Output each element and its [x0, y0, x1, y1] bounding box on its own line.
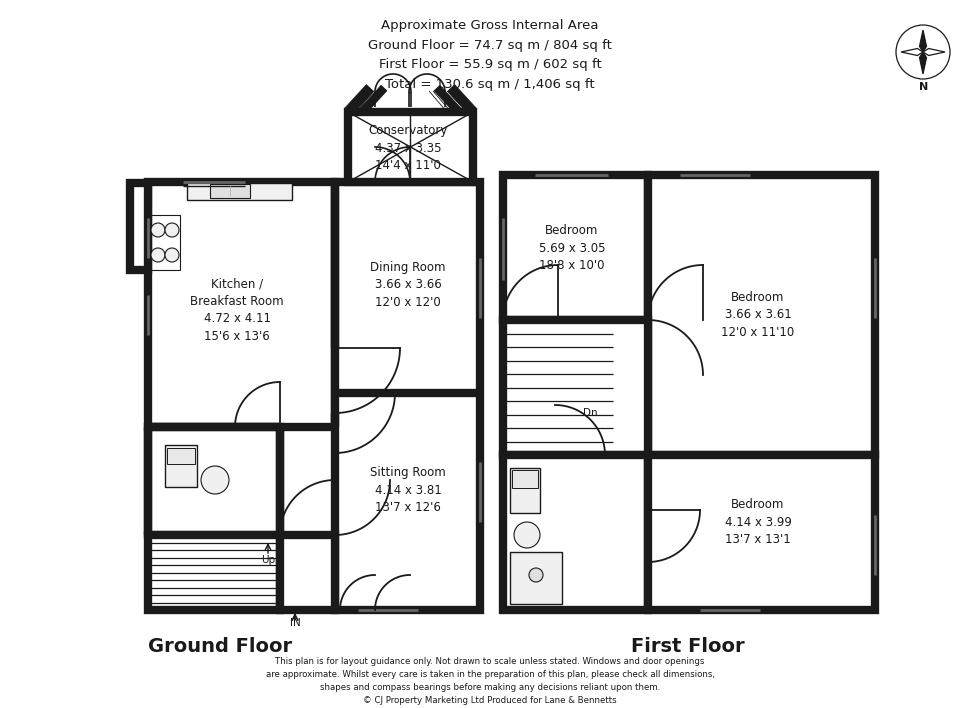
Text: First Floor: First Floor	[631, 637, 745, 656]
Circle shape	[165, 248, 179, 262]
Circle shape	[151, 248, 165, 262]
Bar	[348, 112, 473, 182]
Bar	[510, 552, 562, 604]
Polygon shape	[901, 49, 923, 55]
Text: Kitchen /
Breakfast Room
4.72 x 4.11
15'6 x 13'6: Kitchen / Breakfast Room 4.72 x 4.11 15'…	[190, 278, 284, 343]
Bar	[165, 445, 197, 487]
Polygon shape	[447, 85, 476, 115]
Text: IN: IN	[290, 618, 301, 628]
Bar	[130, 183, 148, 270]
Text: Dn: Dn	[583, 408, 598, 418]
Text: Approximate Gross Internal Area
Ground Floor = 74.7 sq m / 804 sq ft
First Floor: Approximate Gross Internal Area Ground F…	[368, 19, 612, 91]
Bar	[648, 455, 875, 610]
Polygon shape	[434, 85, 462, 115]
Circle shape	[529, 568, 543, 582]
Text: Sitting Room
4.14 x 3.81
13'7 x 12'6: Sitting Room 4.14 x 3.81 13'7 x 12'6	[370, 466, 446, 514]
Bar	[280, 535, 335, 610]
Text: Bedroom
3.66 x 3.61
12'0 x 11'10: Bedroom 3.66 x 3.61 12'0 x 11'10	[721, 291, 795, 339]
Circle shape	[151, 223, 165, 237]
Circle shape	[514, 522, 540, 548]
Circle shape	[165, 223, 179, 237]
Bar	[210, 184, 250, 198]
Bar	[148, 182, 335, 427]
Polygon shape	[919, 30, 926, 52]
Polygon shape	[344, 85, 373, 115]
Text: Bedroom
4.14 x 3.99
13'7 x 13'1: Bedroom 4.14 x 3.99 13'7 x 13'1	[724, 498, 792, 546]
Bar	[503, 320, 648, 455]
Bar	[510, 468, 540, 513]
Bar	[512, 470, 538, 488]
Text: Up: Up	[261, 555, 275, 565]
Text: Bedroom
5.69 x 3.05
18'8 x 10'0: Bedroom 5.69 x 3.05 18'8 x 10'0	[539, 224, 606, 272]
Text: This plan is for layout guidance only. Not drawn to scale unless stated. Windows: This plan is for layout guidance only. N…	[266, 657, 714, 704]
Polygon shape	[923, 49, 945, 55]
Bar	[167, 448, 195, 464]
Polygon shape	[359, 85, 387, 115]
Text: N: N	[919, 82, 929, 92]
Text: Conservatory
4.37 x 3.35
14'4 x 11'0: Conservatory 4.37 x 3.35 14'4 x 11'0	[368, 124, 448, 172]
Bar	[148, 215, 180, 270]
Bar	[503, 175, 648, 320]
Bar	[648, 175, 875, 455]
Bar	[148, 427, 280, 535]
Polygon shape	[919, 52, 926, 74]
Text: Dining Room
3.66 x 3.66
12'0 x 12'0: Dining Room 3.66 x 3.66 12'0 x 12'0	[370, 261, 446, 309]
Circle shape	[201, 466, 229, 494]
Bar	[335, 182, 480, 610]
Bar	[503, 455, 648, 610]
Bar	[187, 183, 292, 200]
Bar	[148, 535, 280, 610]
Text: Ground Floor: Ground Floor	[148, 637, 292, 656]
